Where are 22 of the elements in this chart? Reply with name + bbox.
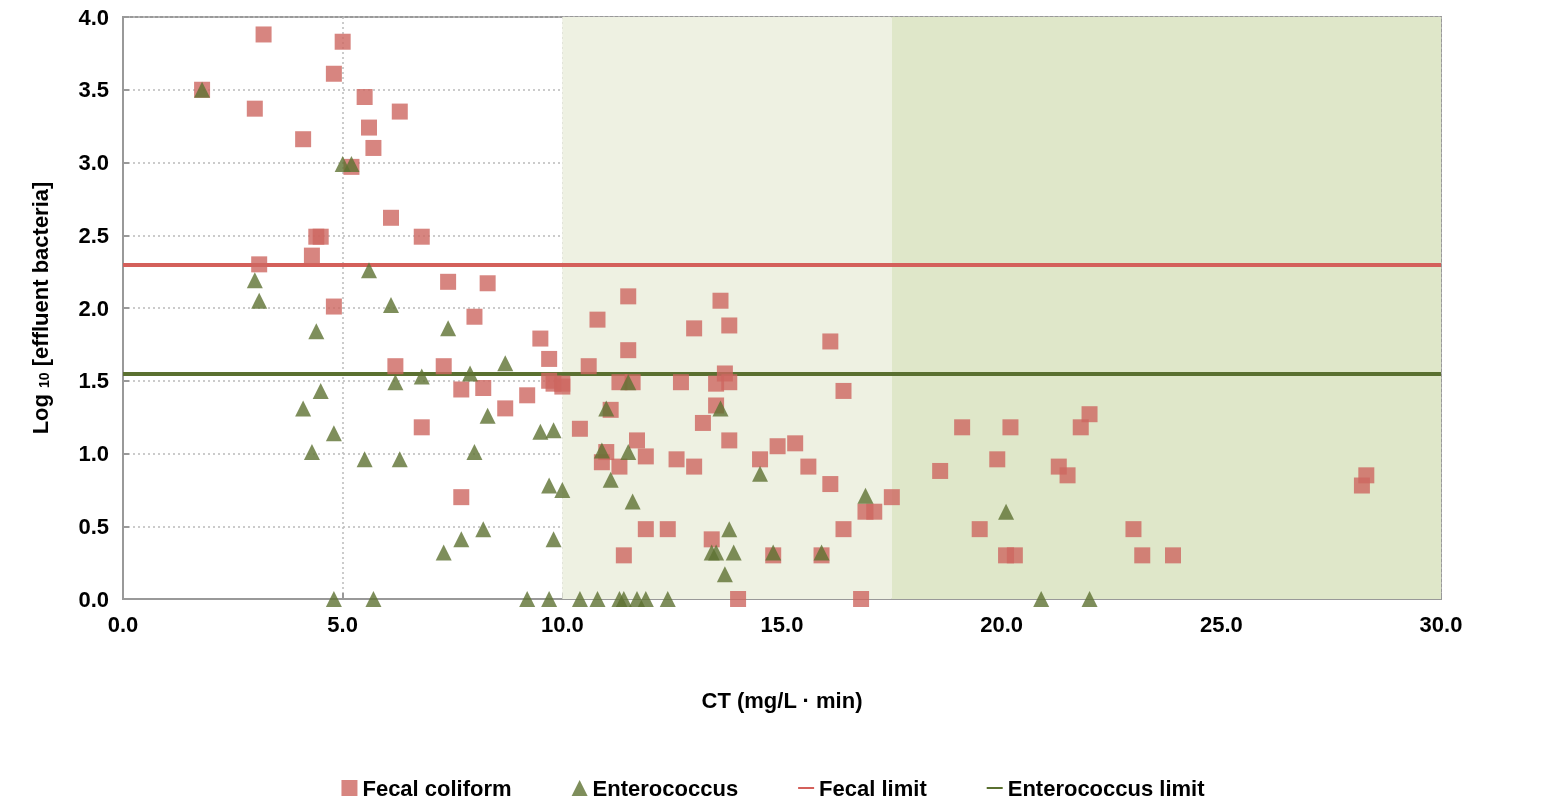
x-tick-label: 15.0 xyxy=(760,611,804,637)
y-tick-label: 4.0 xyxy=(78,4,109,30)
x-tick-label: 5.0 xyxy=(327,611,358,637)
y-tick-label: 0.5 xyxy=(78,513,109,539)
y-tick-label: 2.5 xyxy=(78,222,109,248)
y-axis-title: Log 10 [effluent bacteria] xyxy=(27,181,53,435)
x-tick-label: 10.0 xyxy=(540,611,584,637)
legend-label: Fecal coliform xyxy=(362,775,512,801)
y-tick-label: 1.5 xyxy=(78,368,109,394)
legend-label: Enterococcus xyxy=(592,775,739,801)
y-tick-label: 3.5 xyxy=(78,77,109,103)
x-tick-label: 30.0 xyxy=(1419,611,1463,637)
legend-label: Fecal limit xyxy=(819,775,928,801)
y-tick-label: 1.0 xyxy=(78,441,109,466)
legend-label: Enterococcus limit xyxy=(1007,775,1206,801)
x-tick-label: 25.0 xyxy=(1199,611,1243,637)
x-axis-title: CT (mg/L · min) xyxy=(701,687,863,713)
y-tick-label: 3.0 xyxy=(78,150,109,175)
x-tick-label: 0.0 xyxy=(107,611,139,637)
x-tick-label: 20.0 xyxy=(980,611,1024,637)
y-tick-label: 0.0 xyxy=(78,586,109,612)
y-tick-label: 2.0 xyxy=(78,295,109,321)
